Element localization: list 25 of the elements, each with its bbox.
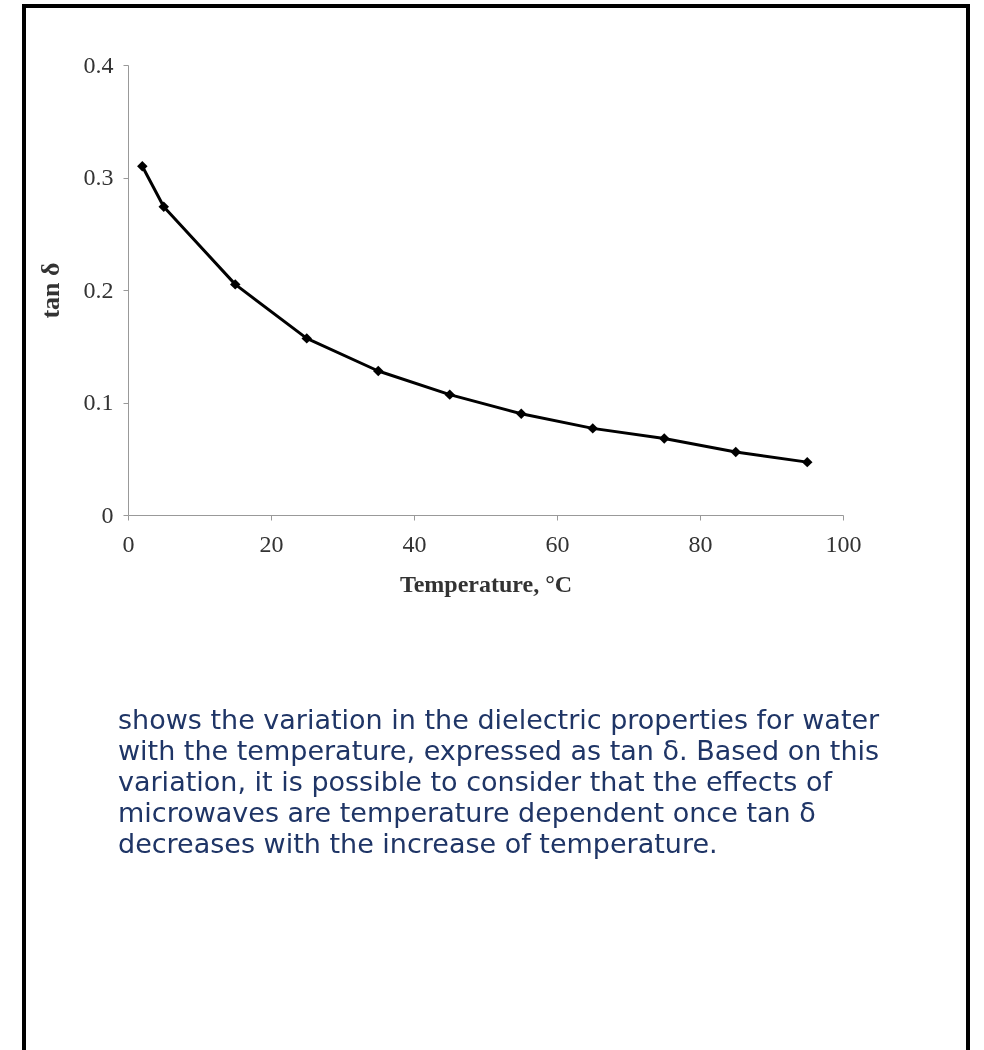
y-tick-label: 0.4 bbox=[83, 51, 114, 78]
point bbox=[301, 333, 312, 344]
y-tick-label: 0.3 bbox=[83, 164, 114, 190]
text: shows the variation in the dielectric properties for water with the temperature, expressed as tan δ. Based on this variation, it is possible to consider that the effects of microwaves are temperature dependent once tan δ decreases with the increase of temperature. bbox=[118, 704, 881, 859]
point bbox=[158, 201, 169, 212]
y-axis-title: tan δ bbox=[35, 262, 65, 319]
x-tick-label: 20 bbox=[259, 530, 284, 557]
x-tick-label: 60 bbox=[545, 530, 570, 557]
point bbox=[587, 423, 598, 434]
point bbox=[373, 365, 384, 377]
y-tick-label: 0 bbox=[101, 501, 114, 528]
point bbox=[444, 389, 455, 400]
x-tick-label: 40 bbox=[402, 530, 427, 557]
y-tick-label: 0.1 bbox=[83, 389, 114, 415]
x-tick-label: 80 bbox=[688, 530, 713, 557]
point bbox=[230, 279, 241, 290]
point bbox=[659, 433, 670, 444]
x-axis-title: Temperature, °C bbox=[399, 570, 573, 597]
point bbox=[516, 408, 527, 419]
point bbox=[802, 456, 813, 468]
point bbox=[137, 161, 148, 172]
x-tick-label: 0 bbox=[122, 530, 135, 557]
y-tick-label: 0.2 bbox=[83, 276, 114, 303]
x-tick-label: 100 bbox=[825, 530, 862, 557]
point bbox=[730, 446, 741, 458]
